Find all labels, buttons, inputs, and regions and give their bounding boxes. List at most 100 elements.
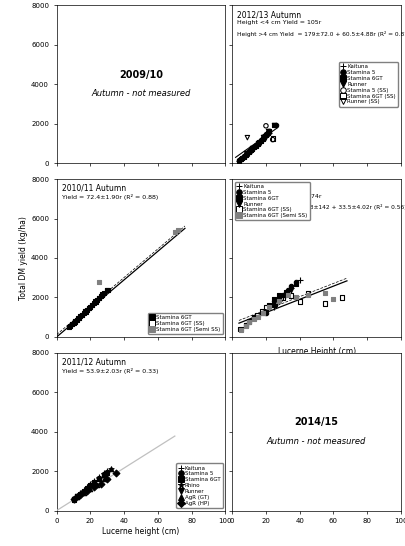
Point: [89, 300, 96, 309]
Point: [249, 144, 256, 153]
Point: [259, 135, 266, 144]
Point: [288, 283, 294, 292]
Point: [244, 150, 251, 159]
Point: [85, 304, 92, 312]
Y-axis label: Total DM yield (kg/ha): Total DM yield (kg/ha): [19, 216, 28, 300]
Point: [70, 496, 77, 505]
Point: [101, 474, 107, 483]
Point: [266, 128, 273, 137]
Point: [237, 155, 244, 163]
Point: [258, 136, 264, 145]
Point: [243, 150, 249, 159]
Point: [91, 478, 97, 487]
Point: [259, 134, 266, 143]
Point: [175, 226, 181, 235]
Point: [254, 138, 261, 147]
Point: [293, 277, 300, 286]
Point: [101, 289, 107, 298]
Point: [94, 295, 100, 304]
Point: [81, 488, 87, 497]
Point: [261, 132, 267, 141]
Point: [75, 313, 82, 322]
Point: [239, 153, 245, 162]
Point: [243, 322, 249, 330]
Point: [251, 313, 257, 322]
Text: 2009/10: 2009/10: [119, 70, 163, 80]
Text: 2013/14 Autumn: 2013/14 Autumn: [237, 184, 301, 193]
Point: [330, 295, 337, 304]
Point: [254, 311, 261, 319]
Point: [246, 317, 252, 325]
Point: [87, 481, 94, 490]
Point: [84, 484, 90, 493]
Point: [101, 470, 107, 479]
Point: [74, 491, 80, 500]
Point: [263, 130, 269, 139]
Point: [283, 291, 290, 300]
Point: [104, 468, 111, 477]
Point: [74, 492, 80, 501]
Point: [269, 135, 276, 144]
Text: 2012/13 Autumn: 2012/13 Autumn: [237, 10, 301, 19]
Point: [239, 154, 245, 163]
Point: [254, 140, 261, 149]
Legend: Kaituna, Stamina 5, Stamina 6GT, Runner, Stamina 5 (SS), Stamina 6GT (SS), Runne: Kaituna, Stamina 5, Stamina 6GT, Runner,…: [339, 62, 398, 106]
Point: [236, 157, 242, 165]
Point: [259, 309, 266, 318]
Point: [96, 473, 102, 482]
Point: [97, 292, 104, 301]
Text: Height <4 cm Yield = 174r: Height <4 cm Yield = 174r: [237, 194, 322, 199]
Point: [101, 470, 107, 478]
Point: [113, 468, 119, 477]
Point: [264, 126, 271, 135]
Point: [296, 297, 303, 306]
Point: [92, 297, 99, 306]
X-axis label: Lucerne Height (cm): Lucerne Height (cm): [277, 347, 356, 357]
Point: [253, 141, 259, 150]
Point: [251, 143, 257, 151]
Point: [70, 495, 77, 504]
Text: Height <4 cm Yield = 105r: Height <4 cm Yield = 105r: [237, 20, 322, 26]
Point: [96, 474, 102, 483]
Point: [243, 321, 249, 329]
Point: [276, 295, 283, 304]
Point: [104, 468, 111, 477]
Point: [241, 152, 247, 161]
Point: [271, 295, 277, 304]
Point: [237, 155, 244, 164]
Point: [91, 299, 97, 307]
Point: [251, 144, 257, 152]
Point: [236, 156, 242, 165]
Point: [271, 121, 277, 129]
Point: [68, 320, 75, 329]
Point: [77, 490, 83, 498]
Point: [87, 479, 94, 488]
Point: [305, 289, 311, 298]
Point: [246, 147, 252, 156]
Point: [263, 130, 269, 139]
Point: [246, 318, 252, 327]
Point: [259, 132, 266, 141]
Point: [244, 133, 251, 142]
Point: [285, 291, 291, 300]
Point: [107, 465, 114, 473]
Point: [243, 151, 249, 159]
Point: [263, 131, 269, 140]
Point: [247, 146, 254, 155]
Point: [263, 303, 269, 312]
Point: [172, 228, 178, 237]
Point: [101, 468, 107, 477]
Point: [254, 313, 261, 322]
Point: [246, 147, 252, 156]
Point: [266, 127, 273, 135]
Point: [70, 494, 77, 503]
Point: [79, 488, 85, 497]
Text: 2014/15: 2014/15: [294, 417, 339, 427]
Point: [79, 311, 85, 319]
Text: Yield = 53.9±2.03r (R² = 0.33): Yield = 53.9±2.03r (R² = 0.33): [62, 367, 158, 373]
Point: [279, 293, 286, 302]
Point: [247, 145, 254, 154]
Point: [77, 489, 83, 498]
Point: [253, 142, 259, 151]
Point: [264, 128, 271, 137]
